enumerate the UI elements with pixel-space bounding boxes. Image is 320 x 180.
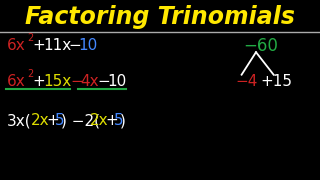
Text: −4: −4	[235, 74, 258, 89]
Text: +: +	[46, 113, 59, 128]
Text: 5: 5	[114, 113, 123, 128]
Text: 6x: 6x	[6, 74, 25, 89]
Text: 2x: 2x	[90, 113, 108, 128]
Text: 15x: 15x	[43, 74, 71, 89]
Text: 10: 10	[107, 74, 126, 89]
Text: 2x: 2x	[30, 113, 49, 128]
Text: 3x(: 3x(	[6, 113, 31, 128]
Text: Factoring Trinomials: Factoring Trinomials	[25, 5, 295, 29]
Text: +15: +15	[261, 74, 293, 89]
Text: 2: 2	[27, 69, 34, 79]
Text: 10: 10	[78, 38, 98, 53]
Text: 2: 2	[27, 33, 34, 43]
Text: −: −	[69, 38, 82, 53]
Text: ): )	[120, 113, 126, 128]
Text: 6x: 6x	[6, 38, 25, 53]
Text: 4x: 4x	[80, 74, 99, 89]
Text: −: −	[98, 74, 110, 89]
Text: 11x: 11x	[43, 38, 71, 53]
Text: +: +	[106, 113, 118, 128]
Text: +: +	[32, 74, 45, 89]
Text: +: +	[32, 38, 45, 53]
Text: −60: −60	[243, 37, 278, 55]
Text: ) −2(: ) −2(	[61, 113, 100, 128]
Text: 5: 5	[54, 113, 64, 128]
Text: −: −	[70, 74, 83, 89]
